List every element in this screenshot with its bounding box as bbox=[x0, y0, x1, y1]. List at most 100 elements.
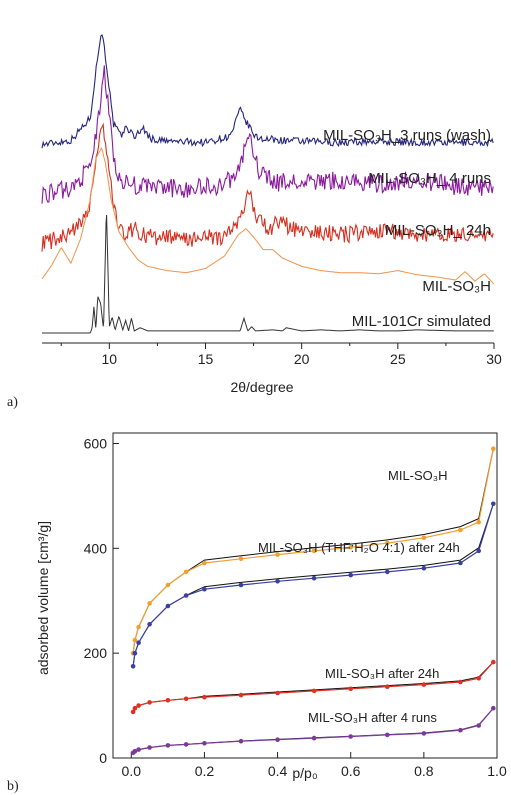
panel-b-traces bbox=[130, 446, 496, 756]
isotherm-point-series-0-mil-so-h bbox=[202, 560, 207, 566]
isotherm-point-series-1-mil-so-h-thf-h-o-4-1-after-24h bbox=[385, 569, 390, 575]
panel-a-x-axis bbox=[42, 342, 495, 349]
isotherm-point-series-2-mil-so-h-after-24h bbox=[183, 696, 189, 702]
xrd-label-series-3-mil-so-h: MIL-SO₃H bbox=[422, 278, 491, 295]
isotherm-label-series-3-mil-so-h-after-4-runs: MIL-SO₃H after 4 runs bbox=[308, 710, 437, 725]
xrd-line-series-3-mil-so-h bbox=[41, 146, 495, 285]
isotherm-point-series-0-mil-so-h bbox=[183, 569, 189, 575]
isotherm-point-series-0-mil-so-h bbox=[421, 535, 427, 541]
isotherm-point-series-2-mil-so-h-after-24h bbox=[147, 700, 152, 705]
isotherm-point-series-0-mil-so-h bbox=[476, 519, 482, 525]
isotherm-label-series-1-mil-so-h-thf-h-o-4-1-after-24h: MIL-SO₃H (THF:H₂O 4:1) after 24h bbox=[258, 540, 460, 555]
isotherm-point-series-0-mil-so-h bbox=[238, 556, 244, 562]
isotherm-point-series-1-mil-so-h-thf-h-o-4-1-after-24h bbox=[476, 548, 482, 554]
panel-b-isotherm-chart: MIL-SO₃H MIL-SO₃H (THF:H₂O 4:1) after 24h… bbox=[7, 432, 507, 794]
panel-a-x-axis-title: 2θ/degree bbox=[230, 379, 293, 395]
isotherm-point-series-2-mil-so-h-after-24h bbox=[385, 684, 390, 689]
isotherm-point-series-3-mil-so-h-after-4-runs bbox=[348, 734, 354, 739]
panel-b-tick-labels: 0 200 400 600 0.0 0.2 0.4 0.6 0.8 1.0 bbox=[84, 435, 507, 779]
isotherm-point-series-0-mil-so-h bbox=[165, 582, 171, 588]
panel-b-x-tick-label-1.0: 1.0 bbox=[487, 763, 507, 779]
panel-b-x-tick-label-0.6: 0.6 bbox=[341, 763, 361, 779]
isotherm-point-series-1-mil-so-h-thf-h-o-4-1-after-24h bbox=[183, 593, 189, 598]
isotherm-point-series-0-mil-so-h bbox=[147, 601, 152, 606]
isotherm-point-series-1-mil-so-h-thf-h-o-4-1-after-24h bbox=[202, 586, 207, 592]
isotherm-point-series-0-mil-so-h bbox=[458, 527, 463, 533]
isotherm-point-series-3-mil-so-h-after-4-runs bbox=[476, 723, 482, 728]
panel-a-traces bbox=[41, 34, 495, 334]
isotherm-point-series-0-mil-so-h bbox=[385, 540, 390, 546]
isotherm-point-series-2-mil-so-h-after-24h bbox=[275, 690, 280, 696]
panel-b-series-labels: MIL-SO₃H MIL-SO₃H (THF:H₂O 4:1) after 24h… bbox=[258, 468, 460, 725]
isotherm-point-series-1-mil-so-h-thf-h-o-4-1-after-24h bbox=[311, 575, 317, 581]
panel-a-tick-labels: 10 15 20 25 30 bbox=[102, 351, 502, 367]
isotherm-point-series-3-mil-so-h-after-4-runs bbox=[136, 747, 141, 752]
isotherm-point-series-3-mil-so-h-after-4-runs bbox=[165, 743, 171, 748]
isotherm-point-series-2-mil-so-h-after-24h bbox=[421, 682, 427, 687]
isotherm-point-series-1-mil-so-h-thf-h-o-4-1-after-24h bbox=[136, 640, 141, 645]
isotherm-label-series-0-mil-so-h: MIL-SO₃H bbox=[388, 468, 447, 483]
panel-b-x-tick-label-0.4: 0.4 bbox=[268, 763, 288, 779]
isotherm-point-series-3-mil-so-h-after-4-runs bbox=[183, 742, 189, 747]
isotherm-point-series-2-mil-so-h-after-24h bbox=[130, 709, 136, 715]
panel-a-x-tick-label-25: 25 bbox=[390, 351, 406, 367]
isotherm-adsorption-series-0-mil-so-h bbox=[132, 448, 494, 654]
panel-b-label: b) bbox=[7, 779, 19, 794]
panel-b-y-tick-label-200: 200 bbox=[84, 645, 108, 661]
isotherm-point-series-2-mil-so-h-after-24h bbox=[348, 686, 354, 692]
xrd-label-series-2-mil-so-h-24h: MIL-SO₃H_ 24h bbox=[385, 222, 491, 239]
isotherm-point-series-1-mil-so-h-thf-h-o-4-1-after-24h bbox=[421, 565, 427, 571]
isotherm-point-series-3-mil-so-h-after-4-runs bbox=[238, 738, 244, 744]
isotherm-point-series-2-mil-so-h-after-24h bbox=[491, 659, 496, 665]
isotherm-point-series-1-mil-so-h-thf-h-o-4-1-after-24h bbox=[132, 650, 138, 656]
isotherm-point-series-1-mil-so-h-thf-h-o-4-1-after-24h bbox=[130, 664, 136, 669]
panel-a-x-tick-label-15: 15 bbox=[198, 351, 214, 367]
panel-a-series-labels: MIL-SO₃H_3 runs (wash) MIL-SO₃H_ 4 runs MI… bbox=[323, 127, 491, 330]
xrd-line-series-0-mil-so-h-3-runs-wash bbox=[41, 34, 494, 149]
isotherm-point-series-2-mil-so-h-after-24h bbox=[132, 705, 138, 711]
isotherm-point-series-1-mil-so-h-thf-h-o-4-1-after-24h bbox=[275, 579, 280, 584]
isotherm-point-series-2-mil-so-h-after-24h bbox=[238, 692, 244, 698]
isotherm-point-series-3-mil-so-h-after-4-runs bbox=[491, 705, 496, 711]
panel-b-plot-frame bbox=[112, 432, 498, 759]
isotherm-point-series-2-mil-so-h-after-24h bbox=[202, 694, 207, 700]
isotherm-point-series-3-mil-so-h-after-4-runs bbox=[275, 737, 280, 742]
panel-b-x-axis-title: p/p₀ bbox=[292, 765, 317, 781]
isotherm-adsorption-series-2-mil-so-h-after-24h bbox=[132, 661, 494, 713]
isotherm-point-series-1-mil-so-h-thf-h-o-4-1-after-24h bbox=[147, 622, 152, 627]
isotherm-point-series-2-mil-so-h-after-24h bbox=[476, 676, 482, 681]
isotherm-adsorption-series-1-mil-so-h-thf-h-o-4-1-after-24h bbox=[132, 503, 494, 667]
isotherm-point-series-0-mil-so-h bbox=[491, 446, 496, 452]
panel-b-axes bbox=[112, 432, 498, 759]
isotherm-point-series-0-mil-so-h bbox=[348, 545, 354, 550]
isotherm-point-series-1-mil-so-h-thf-h-o-4-1-after-24h bbox=[165, 603, 171, 609]
panel-a-x-tick-label-10: 10 bbox=[102, 351, 118, 367]
panel-b-y-tick-label-400: 400 bbox=[84, 540, 108, 556]
isotherm-point-series-3-mil-so-h-after-4-runs bbox=[311, 735, 317, 741]
isotherm-point-series-0-mil-so-h bbox=[311, 548, 317, 554]
xrd-line-series-4-mil-101cr-simulated bbox=[42, 214, 494, 334]
isotherm-point-series-0-mil-so-h bbox=[275, 552, 280, 557]
panel-a-x-tick-label-30: 30 bbox=[486, 351, 502, 367]
xrd-label-series-4-mil-101cr-simulated: MIL-101Cr simulated bbox=[352, 313, 491, 330]
isotherm-adsorption-series-3-mil-so-h-after-4-runs bbox=[132, 707, 494, 754]
panel-a-xrd-chart: MIL-SO₃H_3 runs (wash) MIL-SO₃H_ 4 runs MI… bbox=[7, 34, 502, 410]
isotherm-point-series-3-mil-so-h-after-4-runs bbox=[147, 745, 152, 750]
isotherm-point-series-1-mil-so-h-thf-h-o-4-1-after-24h bbox=[348, 572, 354, 578]
isotherm-point-series-1-mil-so-h-thf-h-o-4-1-after-24h bbox=[491, 501, 496, 507]
xrd-label-series-1-mil-so-h-4-runs: MIL-SO₃H_ 4 runs bbox=[368, 170, 491, 187]
panel-b-y-tick-label-600: 600 bbox=[84, 435, 108, 451]
isotherm-point-series-2-mil-so-h-after-24h bbox=[311, 688, 317, 694]
panel-b-x-tick-label-0.0: 0.0 bbox=[122, 763, 142, 779]
isotherm-label-series-2-mil-so-h-after-24h: MIL-SO₃H after 24h bbox=[325, 666, 439, 681]
isotherm-point-series-3-mil-so-h-after-4-runs bbox=[385, 732, 390, 738]
isotherm-point-series-3-mil-so-h-after-4-runs bbox=[132, 748, 138, 754]
isotherm-point-series-1-mil-so-h-thf-h-o-4-1-after-24h bbox=[458, 560, 463, 566]
panel-a-x-tick-label-20: 20 bbox=[294, 351, 310, 367]
isotherm-point-series-1-mil-so-h-thf-h-o-4-1-after-24h bbox=[238, 582, 244, 588]
isotherm-point-series-3-mil-so-h-after-4-runs bbox=[458, 727, 463, 733]
panel-b-x-tick-label-0.2: 0.2 bbox=[195, 763, 215, 779]
isotherm-point-series-0-mil-so-h bbox=[132, 637, 138, 643]
isotherm-point-series-3-mil-so-h-after-4-runs bbox=[421, 731, 427, 736]
